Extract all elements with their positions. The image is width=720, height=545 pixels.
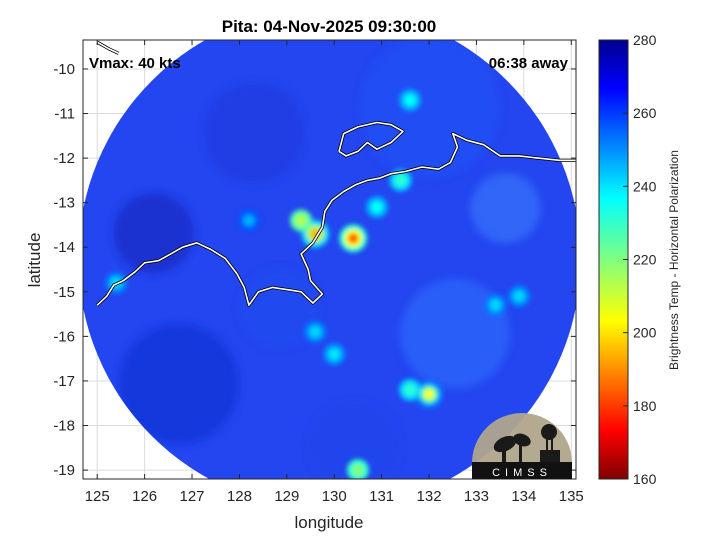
vmax-annotation: Vmax: 40 kts [89, 55, 181, 72]
colorbar-tick-label: 260 [633, 105, 657, 121]
feature-point [489, 299, 502, 312]
y-tick-label: -10 [53, 61, 75, 78]
coastline [96, 40, 576, 307]
island-coastline [96, 41, 119, 55]
y-tick-label: -15 [53, 284, 75, 301]
axes-frame [82, 39, 577, 480]
swath-texture [113, 40, 541, 479]
feature-point [513, 290, 526, 303]
y-tick-label: -18 [53, 418, 75, 435]
time-away-annotation: 06:38 away [489, 55, 569, 72]
y-tick-label: -17 [53, 373, 75, 390]
feature-point [295, 214, 308, 227]
colorbar-tick-label: 160 [633, 471, 657, 487]
feature-point [424, 389, 435, 400]
y-axis-label: latitude [25, 233, 44, 288]
x-tick-label: 127 [180, 488, 205, 505]
swath-data [83, 40, 576, 479]
feature-point [404, 383, 417, 396]
y-tick-label: -14 [53, 239, 75, 256]
colorbar-ticks: 160 180 200 220 240 260 280 [623, 32, 657, 487]
y-tick-label: -13 [53, 195, 75, 212]
x-tick-label: 126 [132, 488, 157, 505]
feature-point [394, 174, 407, 187]
x-tick-label: 133 [464, 488, 489, 505]
y-tick-label: -12 [53, 150, 75, 167]
feature-point [309, 325, 322, 338]
feature-point [242, 214, 255, 227]
colorbar-label: Brightness Temp - Horizontal Polarizatio… [667, 150, 681, 370]
island-coastline [338, 121, 404, 157]
logo-text: CIMSS [492, 467, 552, 479]
mainland-coastline [96, 132, 576, 306]
y-tick-label: -16 [53, 328, 75, 345]
x-axis-ticks: 125 126 127 128 129 130 131 132 133 134 135 [85, 40, 584, 505]
cimss-logo: CIMSS [472, 413, 572, 479]
x-tick-label: 129 [274, 488, 299, 505]
feature-point [404, 94, 417, 107]
y-tick-label: -19 [53, 462, 75, 479]
chart-title: Pita: 04-Nov-2025 09:30:00 [222, 17, 437, 36]
x-tick-label: 128 [227, 488, 252, 505]
x-tick-label: 135 [559, 488, 584, 505]
colorbar-tick-label: 240 [633, 178, 657, 194]
feature-point [328, 348, 341, 361]
x-tick-label: 134 [511, 488, 536, 505]
colorbar-tick-label: 180 [633, 398, 657, 414]
colorbar-tick-label: 280 [633, 32, 657, 48]
feature-point [370, 201, 383, 214]
x-axis-label: longitude [294, 513, 363, 532]
feature-point [351, 464, 364, 477]
x-tick-label: 132 [417, 488, 442, 505]
colorbar-tick-label: 200 [633, 325, 657, 341]
feature-point [348, 233, 359, 244]
y-axis-ticks: -10 -11 -12 -13 -14 -15 -16 -17 -18 -19 [53, 61, 576, 479]
x-tick-label: 125 [85, 488, 110, 505]
x-tick-label: 130 [322, 488, 347, 505]
colorbar-tick-label: 220 [633, 252, 657, 268]
y-tick-label: -11 [54, 106, 75, 123]
x-tick-label: 131 [369, 488, 394, 505]
